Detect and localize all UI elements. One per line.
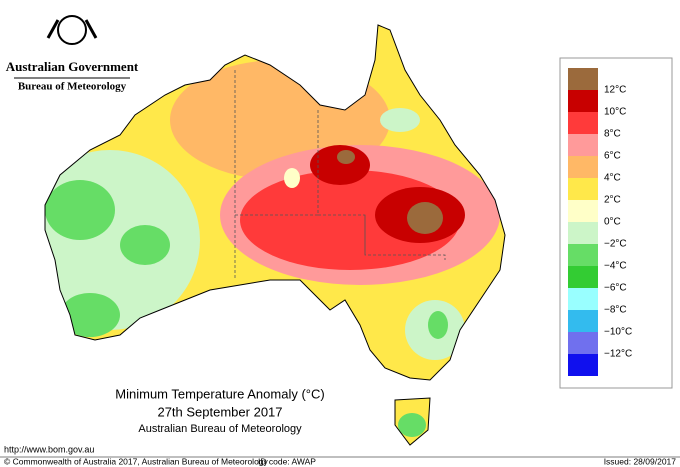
legend-swatch: [568, 68, 598, 90]
logo: [46, 15, 98, 45]
legend-label: 10°C: [604, 107, 626, 118]
legend-label: 4°C: [604, 173, 621, 184]
legend-swatch: [568, 288, 598, 310]
legend-swatch: [568, 112, 598, 134]
url: http://www.bom.gov.au: [4, 444, 94, 454]
gov-title: Australian Government: [6, 59, 139, 74]
legend-swatch: [568, 266, 598, 288]
coastline: [44, 24, 506, 446]
legend-swatch: [568, 200, 598, 222]
legend-swatch: [568, 354, 598, 376]
id-code: ID code: AWAP: [258, 456, 316, 466]
legend-swatch: [568, 134, 598, 156]
legend: 12°C 10°C 8°C 6°C 4°C 2°C 0°C −2°C −4°C −6°C −8°C −…: [559, 57, 673, 389]
legend-label: 12°C: [604, 85, 626, 96]
legend-label: 2°C: [604, 195, 621, 206]
legend-swatch: [568, 222, 598, 244]
legend-label: −10°C: [604, 327, 632, 338]
legend-swatch: [568, 332, 598, 354]
issued: Issued: 28/09/2017: [604, 456, 677, 466]
legend-label: 6°C: [604, 151, 621, 162]
legend-swatch: [568, 156, 598, 178]
map-title: Minimum Temperature Anomaly (°C): [115, 386, 324, 401]
copyright: © Commonwealth of Australia 2017, Austra…: [4, 456, 269, 466]
legend-swatch: [568, 244, 598, 266]
legend-label: 0°C: [604, 217, 621, 228]
map-source: Australian Bureau of Meteorology: [138, 423, 302, 435]
gov-subtitle: Bureau of Meteorology: [18, 81, 127, 93]
legend-label: −4°C: [604, 261, 627, 272]
legend-label: −2°C: [604, 239, 627, 250]
legend-swatch: [568, 310, 598, 332]
legend-label: 8°C: [604, 129, 621, 140]
legend-label: −8°C: [604, 305, 627, 316]
legend-label: −6°C: [604, 283, 627, 294]
state-borders: [234, 70, 446, 280]
map-date: 27th September 2017: [157, 404, 282, 419]
legend-swatch: [568, 90, 598, 112]
legend-label: −12°C: [604, 349, 632, 360]
legend-swatch: [568, 178, 598, 200]
